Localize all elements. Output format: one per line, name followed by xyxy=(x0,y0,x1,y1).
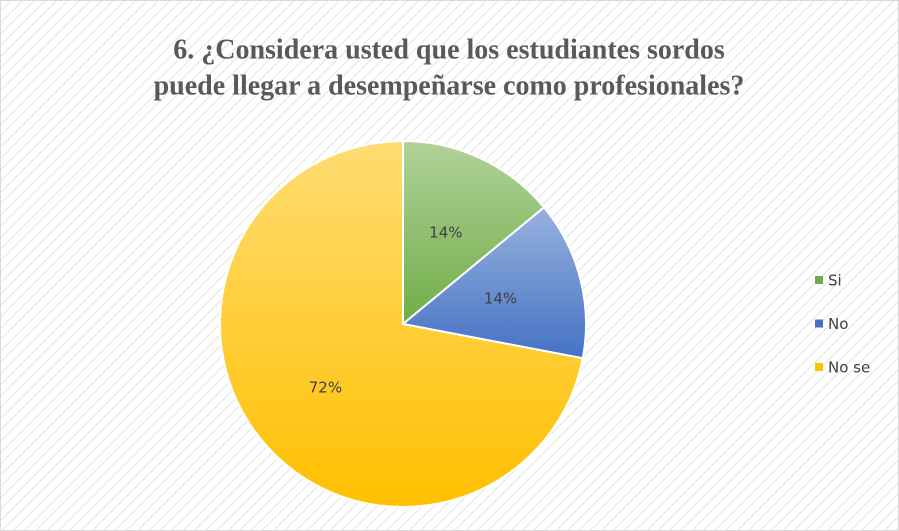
legend-marker xyxy=(815,319,823,328)
data-label: 14% xyxy=(484,289,517,307)
legend-marker xyxy=(815,363,823,371)
data-label: 72% xyxy=(309,379,342,397)
pie-slice xyxy=(402,139,546,327)
pie-slice xyxy=(219,139,584,508)
pie-slice xyxy=(400,205,587,360)
legend-label: Si xyxy=(828,272,842,290)
legend-label: No xyxy=(828,315,848,333)
data-label: 14% xyxy=(429,223,462,241)
chart-title: puede llegar a desempeñarse como profesi… xyxy=(154,70,745,101)
chart-title: 6. ¿Considera usted que los estudiantes … xyxy=(173,34,725,65)
legend-label: No se xyxy=(828,359,870,377)
legend-marker xyxy=(815,276,823,284)
